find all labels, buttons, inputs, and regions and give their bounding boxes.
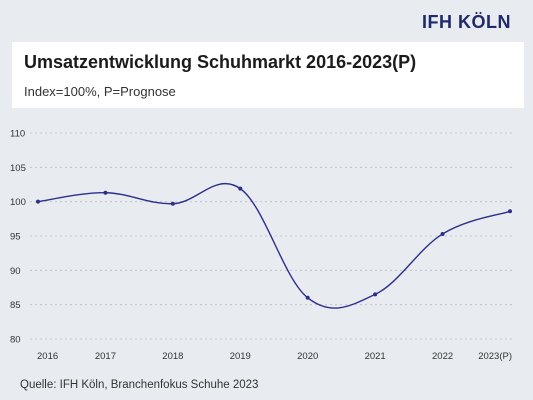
x-tick-label: 2020 — [297, 351, 318, 362]
chart-header: Umsatzentwicklung Schuhmarkt 2016-2023(P… — [12, 42, 524, 108]
ifh-logo: IFH KÖLN — [422, 12, 511, 32]
y-tick-label: 100 — [10, 197, 26, 208]
x-tick-label: 2018 — [162, 351, 183, 362]
source-note: Quelle: IFH Köln, Branchenfokus Schuhe 2… — [20, 379, 259, 391]
y-tick-label: 85 — [10, 300, 21, 311]
data-point — [373, 292, 378, 297]
x-tick-label: 2022 — [432, 351, 453, 362]
y-tick-label: 90 — [10, 266, 21, 277]
x-tick-label: 2019 — [230, 351, 251, 362]
y-tick-label: 95 — [10, 232, 21, 243]
x-tick-label: 2017 — [95, 351, 116, 362]
y-tick-label: 80 — [10, 335, 21, 346]
grid-lines — [30, 132, 512, 340]
chart-subtitle: Index=100%, P=Prognose — [24, 84, 176, 99]
chart-title: Umsatzentwicklung Schuhmarkt 2016-2023(P… — [24, 52, 417, 72]
data-point — [103, 190, 108, 195]
series-line — [37, 182, 511, 309]
data-point — [508, 209, 512, 214]
x-tick-label: 2023(P) — [478, 351, 512, 362]
data-point — [36, 199, 40, 204]
data-point — [305, 295, 310, 300]
x-tick-label: 2021 — [365, 351, 386, 362]
data-point — [440, 231, 445, 236]
y-tick-label: 110 — [10, 129, 25, 140]
x-tick-label: 2016 — [37, 351, 58, 362]
data-point — [238, 186, 243, 191]
y-axis-ticks: 80 85 90 95 100 105 110 — [10, 129, 26, 346]
data-points — [36, 186, 512, 300]
y-tick-label: 105 — [10, 163, 26, 174]
x-axis-ticks: 2016 2017 2018 2019 2020 2021 2022 2023(P) — [37, 351, 512, 362]
data-point — [170, 201, 175, 206]
